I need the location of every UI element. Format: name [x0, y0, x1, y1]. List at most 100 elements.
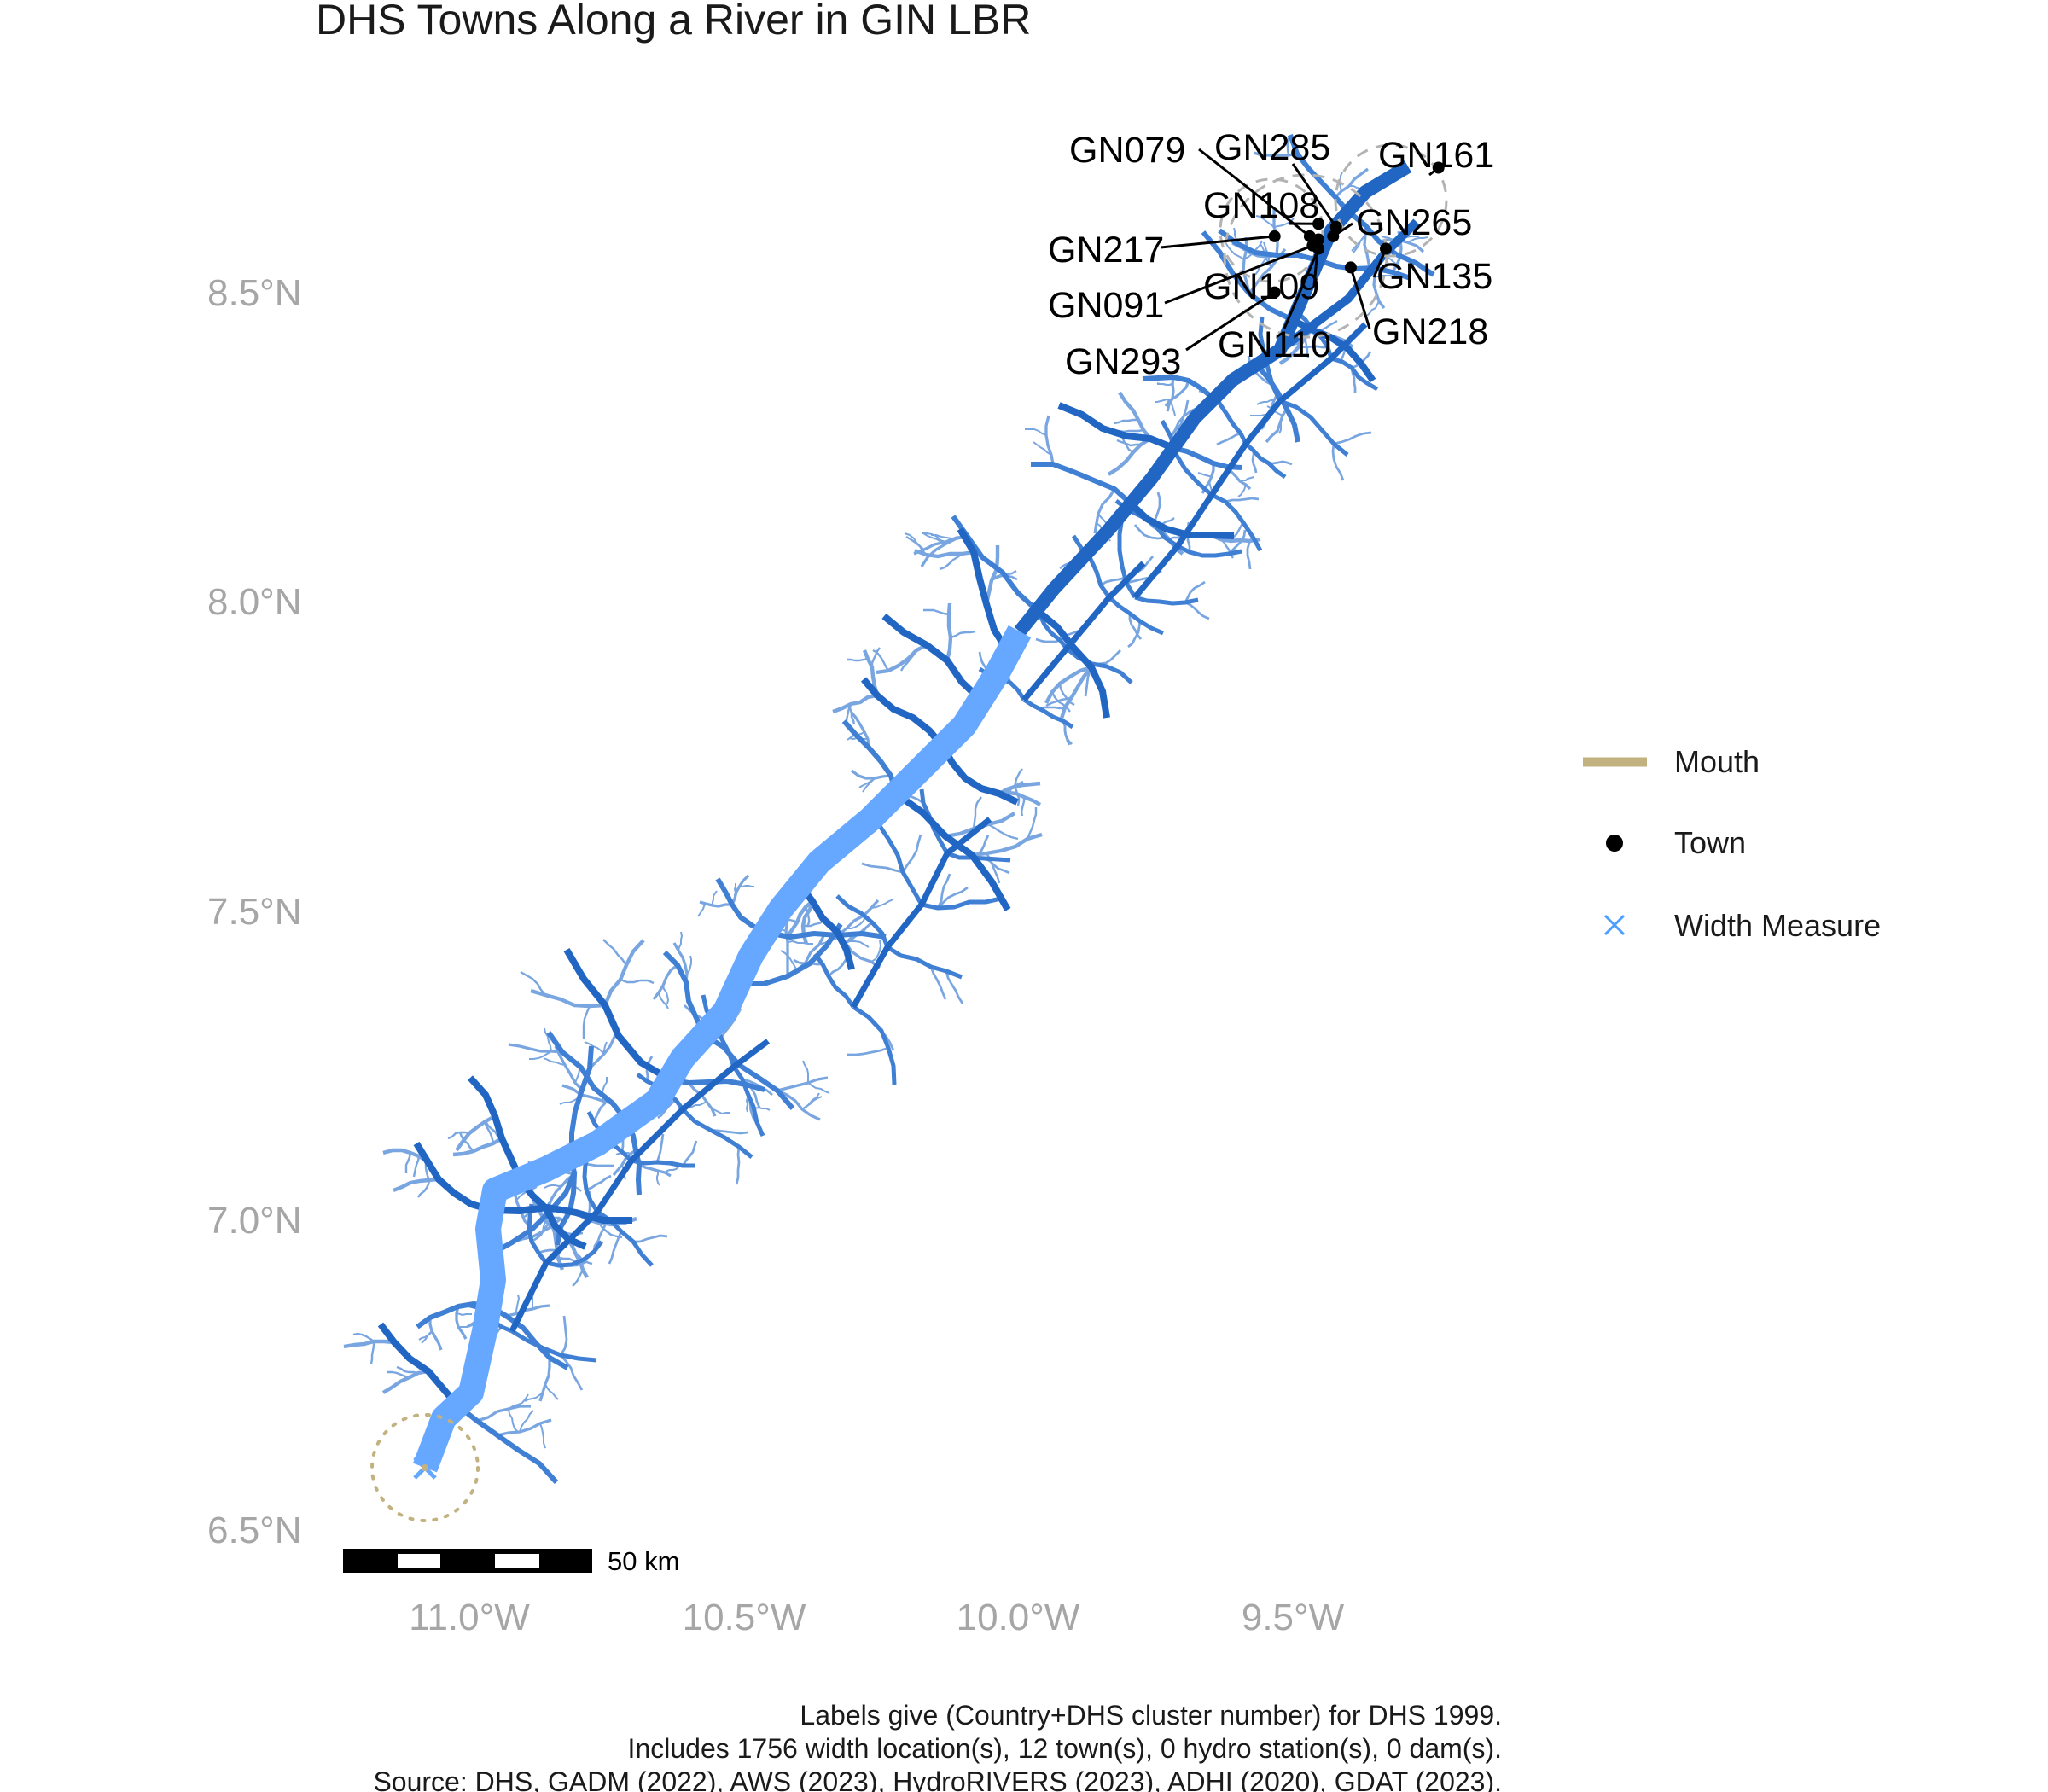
- town-label-gn110: GN110: [1218, 324, 1331, 365]
- minor-tributary: [1269, 460, 1293, 466]
- town-point-gn108: [1312, 218, 1325, 230]
- x-tick-label-10-5: 10.5°W: [683, 1597, 806, 1638]
- minor-tributary: [1116, 439, 1141, 447]
- minor-tributary: [664, 1167, 679, 1173]
- town-leader-line: [1160, 235, 1275, 249]
- mid-tributary: [731, 1065, 765, 1137]
- mid-tributary: [1117, 516, 1137, 599]
- minor-tributary: [787, 940, 813, 945]
- minor-tributary: [922, 532, 947, 544]
- minor-tributary: [529, 1050, 552, 1060]
- mid-tributary: [1210, 492, 1263, 552]
- minor-tributary: [1169, 399, 1176, 416]
- minor-tributary: [848, 703, 856, 725]
- minor-tributary: [456, 1312, 472, 1316]
- minor-tributary: [678, 931, 683, 951]
- minor-tributary: [561, 1084, 614, 1105]
- minor-tributary: [547, 1172, 575, 1207]
- minor-tributary: [539, 1423, 546, 1449]
- minor-tributary: [1025, 428, 1047, 436]
- minor-tributary: [734, 883, 736, 899]
- minor-tributary: [387, 1370, 410, 1379]
- major-tributary: [940, 744, 1019, 806]
- minor-tributary: [939, 553, 963, 571]
- mid-tributary: [662, 950, 707, 1037]
- minor-tributary: [1239, 476, 1254, 482]
- minor-tributary: [929, 966, 947, 1000]
- scale-bar-label: 50 km: [608, 1546, 679, 1576]
- mid-tributary: [702, 1033, 795, 1110]
- minor-tributary: [538, 1358, 551, 1402]
- town-label-gn079: GN079: [1069, 130, 1185, 171]
- mouth-point: [422, 1464, 428, 1471]
- minor-tributary: [1284, 136, 1289, 155]
- major-tributary: [957, 527, 1012, 655]
- major-tributary: [413, 1141, 493, 1213]
- minor-tributary: [455, 1306, 468, 1340]
- map-title: DHS Towns Along a River in GIN LBR: [316, 0, 1031, 44]
- minor-tributary: [1225, 241, 1245, 260]
- minor-tributary: [352, 1332, 375, 1342]
- minor-tributary: [847, 657, 869, 662]
- mid-tributary: [1201, 230, 1295, 323]
- major-tributary: [468, 1075, 524, 1182]
- minor-tributary: [585, 1162, 614, 1167]
- major-tributary: [563, 947, 672, 1083]
- mid-tributary: [489, 1169, 578, 1257]
- minor-tributary: [638, 1163, 672, 1178]
- town-leader-line: [1349, 266, 1371, 329]
- minor-tributary: [1334, 167, 1369, 199]
- minor-tributary: [1050, 691, 1071, 713]
- minor-tributary: [524, 1392, 544, 1402]
- minor-tributary: [777, 1089, 821, 1121]
- minor-tributary: [931, 534, 957, 539]
- scale-bar-frame: [343, 1549, 592, 1573]
- minor-tributary: [544, 1184, 563, 1189]
- minor-tributary: [1013, 768, 1023, 788]
- minor-tributary: [584, 1041, 605, 1055]
- minor-tributary: [596, 1041, 608, 1062]
- main-river-lower-reach: [412, 625, 1032, 1473]
- minor-tributary: [1033, 441, 1052, 456]
- x-axis-labels: 11.0°W 10.5°W 10.0°W 9.5°W: [409, 1597, 1344, 1638]
- mid-tributary: [951, 515, 1039, 613]
- legend-label-town: Town: [1674, 825, 1746, 860]
- major-tributary: [860, 677, 946, 749]
- major-tributary: [797, 883, 855, 971]
- minor-tributary: [1184, 601, 1210, 620]
- parallel-tributary: [850, 817, 992, 1009]
- mid-tributary: [1031, 462, 1133, 506]
- minor-tributary: [1331, 443, 1345, 481]
- minor-tributary: [697, 903, 707, 917]
- town-label-gn285: GN285: [1214, 127, 1330, 168]
- major-tributary: [1128, 501, 1235, 539]
- town-leader-line: [1283, 247, 1320, 329]
- minor-tributary: [393, 1177, 439, 1193]
- minor-tributary: [1251, 451, 1258, 474]
- minor-tributary: [476, 1405, 531, 1423]
- main-river-upper-fork: [1277, 218, 1420, 353]
- minor-tributary: [780, 950, 798, 971]
- minor-tributary: [530, 1195, 558, 1232]
- minor-tributary: [847, 915, 866, 929]
- minor-tributary: [514, 1294, 520, 1315]
- minor-tributary: [592, 1225, 607, 1253]
- minor-tributary: [519, 1410, 534, 1433]
- mid-tributary: [738, 922, 843, 986]
- minor-tributary: [686, 955, 692, 975]
- mid-tributary: [1022, 697, 1074, 730]
- minor-tributary: [343, 1339, 395, 1349]
- mid-tributary: [1134, 595, 1199, 606]
- minor-tributary: [1035, 637, 1061, 643]
- minor-tributary: [730, 874, 750, 905]
- minor-tributary: [803, 920, 823, 928]
- minor-tributary: [655, 1133, 665, 1163]
- minor-tributary: [1038, 706, 1066, 710]
- minor-tributary: [936, 873, 951, 909]
- minor-tributary: [785, 899, 814, 939]
- minor-tributary: [1118, 391, 1152, 440]
- y-tick-label-7-0: 7.0°N: [207, 1200, 302, 1242]
- minor-tributary: [950, 630, 976, 639]
- minor-tributary: [530, 988, 606, 1009]
- minor-tributary: [920, 535, 969, 567]
